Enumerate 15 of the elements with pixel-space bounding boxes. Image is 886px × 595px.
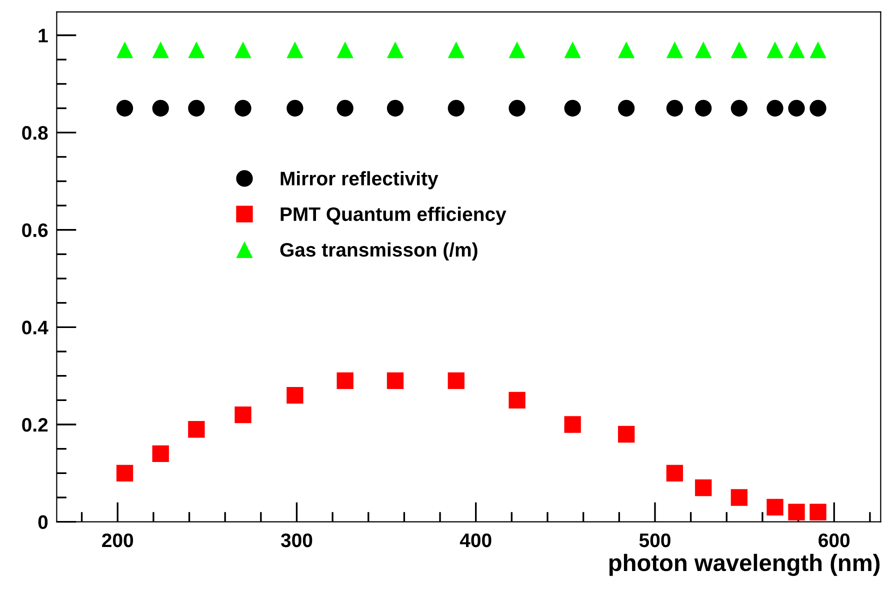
- legend-label: Gas transmisson (/m): [280, 242, 478, 261]
- y-tick-label: 1: [38, 28, 48, 42]
- x-tick-label: 500: [639, 533, 670, 548]
- x-axis-title: photon wavelength (nm): [609, 554, 880, 576]
- legend-label: PMT Quantum efficiency: [280, 206, 506, 225]
- legend-label: Mirror reflectivity: [280, 171, 438, 190]
- y-tick-label: 0.6: [22, 223, 48, 238]
- x-tick-label: 600: [818, 533, 850, 548]
- y-tick-label: 0: [38, 515, 48, 530]
- x-tick-label: 400: [460, 533, 492, 548]
- x-tick-label: 200: [102, 533, 134, 548]
- y-tick-label: 0.2: [22, 418, 48, 432]
- x-tick-label: 300: [280, 533, 312, 548]
- y-tick-label: 0.4: [22, 320, 48, 334]
- y-tick-label: 0.8: [22, 126, 48, 140]
